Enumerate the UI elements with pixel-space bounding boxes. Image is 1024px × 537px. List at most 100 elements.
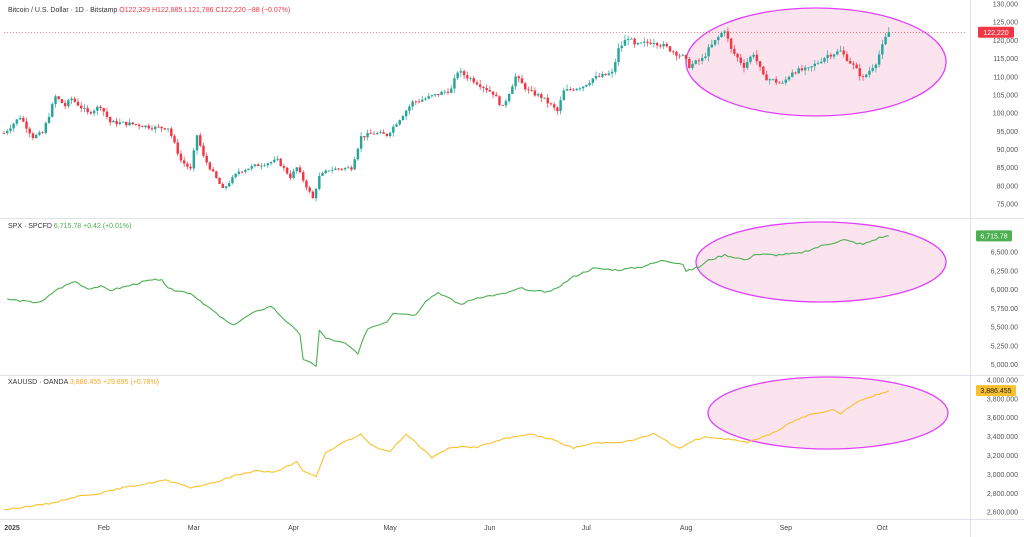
candle-body: [31, 133, 35, 139]
candle-body: [482, 86, 485, 88]
candle-body: [199, 135, 202, 146]
y-tick-label: 6,500.00: [991, 250, 1018, 257]
candle-body: [569, 89, 572, 90]
candle-body: [649, 42, 652, 45]
candle-body: [131, 122, 134, 125]
candle-body: [536, 94, 540, 96]
candle-body: [855, 64, 858, 69]
pane-btc: 75,000 80,000 85,000 90,000 95,000 100,000 105…: [2, 2, 1018, 209]
candle-body: [427, 96, 430, 99]
candle: [884, 32, 887, 46]
candle-body: [108, 116, 112, 123]
candle-body: [717, 37, 720, 41]
candle-body: [121, 121, 125, 123]
candle-body: [678, 55, 681, 57]
candle-body: [382, 132, 385, 134]
candle-body: [848, 60, 852, 64]
candle: [826, 50, 829, 64]
candle-body: [861, 76, 865, 78]
candle: [160, 126, 163, 132]
candle: [234, 173, 237, 179]
candle-body: [57, 96, 60, 100]
spx-change: +0.42 (+0.01%): [83, 223, 132, 230]
candle-body: [89, 112, 93, 114]
candle: [723, 29, 726, 37]
candle: [482, 85, 485, 93]
candle-body: [96, 106, 99, 111]
candle: [76, 98, 80, 107]
candle-body: [347, 167, 350, 169]
x-tick-label: Apr: [288, 525, 300, 532]
candle: [800, 64, 804, 72]
candle: [73, 96, 77, 103]
candle: [350, 165, 353, 172]
candle: [199, 132, 202, 148]
gold-symbol: XAUUSD · OANDA: [8, 379, 68, 386]
candle: [597, 72, 601, 78]
candle: [797, 66, 800, 75]
candle-body: [591, 78, 595, 83]
candle-body: [282, 166, 286, 168]
candle: [591, 78, 595, 86]
y-tick-label: 4,000.000: [987, 377, 1018, 384]
candle-body: [166, 128, 170, 130]
y-tick-label: 5,500.00: [991, 325, 1018, 332]
candle-body: [778, 82, 781, 84]
candle-body: [630, 38, 633, 40]
x-tick-label: Jun: [484, 525, 495, 532]
candle-body: [414, 101, 418, 103]
highlight-ellipse: [685, 7, 947, 117]
candle: [108, 116, 112, 126]
candle: [842, 46, 845, 58]
candle-body: [836, 51, 839, 55]
candle: [153, 125, 157, 134]
candle-body: [195, 135, 199, 151]
candle-body: [774, 79, 778, 83]
candle-body: [739, 57, 743, 63]
candle-body: [256, 164, 260, 167]
candle: [610, 68, 614, 78]
candle: [765, 70, 768, 81]
candle: [289, 170, 292, 181]
candle-body: [475, 82, 479, 85]
candle-body: [791, 72, 794, 77]
candle-body: [762, 66, 765, 75]
candle-body: [44, 122, 48, 133]
candle-body: [34, 134, 38, 139]
candle: [263, 163, 266, 167]
candle: [530, 85, 533, 92]
candle: [681, 53, 685, 57]
candle: [392, 124, 395, 137]
candle: [791, 69, 794, 78]
candle-body: [626, 38, 630, 40]
candle: [63, 100, 67, 110]
candle-body: [92, 110, 96, 114]
candle-body: [800, 68, 804, 71]
candle-body: [495, 94, 498, 97]
candle-body: [852, 63, 855, 65]
candle-body: [726, 31, 730, 39]
candle-body: [604, 73, 607, 76]
candle: [662, 41, 665, 50]
candle: [511, 84, 514, 95]
candle-body: [752, 54, 755, 57]
candle: [816, 60, 820, 65]
candle-body: [421, 99, 424, 102]
candle: [810, 65, 813, 72]
candle-body: [581, 86, 585, 89]
candle-body: [218, 177, 221, 184]
price-badge-label: 6,715.78: [980, 233, 1007, 240]
price-badge-label: 122,220: [983, 30, 1008, 37]
y-tick-label: 100,000: [993, 111, 1018, 118]
candle-body: [176, 142, 179, 154]
btc-low: L121,786: [184, 7, 214, 14]
candle-body: [845, 54, 849, 61]
candle: [855, 62, 858, 69]
candle-body: [755, 54, 759, 62]
candle: [861, 74, 865, 81]
candle-body: [597, 76, 601, 77]
candle-body: [337, 168, 340, 170]
candle: [244, 168, 247, 174]
spx-legend: SPX · SPCFD 6,715.78 +0.42 (+0.01%): [8, 223, 131, 230]
